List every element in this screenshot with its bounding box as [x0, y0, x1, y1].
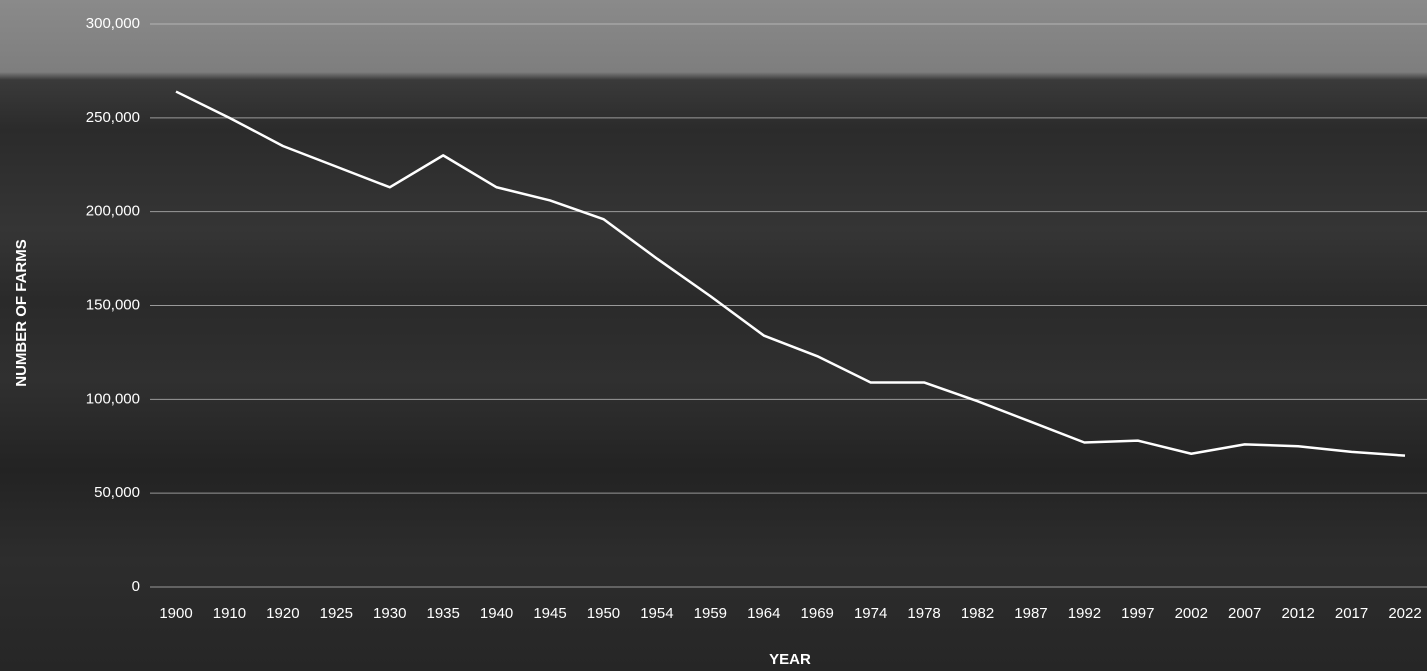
- x-tick-label: 1900: [159, 605, 192, 622]
- y-tick-label: 300,000: [86, 15, 140, 32]
- x-axis-title: YEAR: [769, 651, 811, 668]
- x-tick-label: 1950: [587, 605, 620, 622]
- y-tick-label: 0: [132, 578, 140, 595]
- x-tick-label: 1910: [213, 605, 246, 622]
- x-tick-label: 1940: [480, 605, 513, 622]
- x-tick-label: 2017: [1335, 605, 1368, 622]
- x-tick-label: 2012: [1281, 605, 1314, 622]
- y-tick-label: 100,000: [86, 390, 140, 407]
- y-axis-title: NUMBER OF FARMS: [13, 239, 30, 387]
- y-tick-label: 250,000: [86, 109, 140, 126]
- x-tick-label: 1997: [1121, 605, 1154, 622]
- x-tick-label: 1978: [907, 605, 940, 622]
- x-tick-label: 1974: [854, 605, 887, 622]
- x-tick-label: 1954: [640, 605, 673, 622]
- x-tick-label: 1930: [373, 605, 406, 622]
- x-tick-label: 1969: [801, 605, 834, 622]
- y-tick-label: 150,000: [86, 296, 140, 313]
- x-tick-label: 1935: [426, 605, 459, 622]
- x-tick-label: 2022: [1388, 605, 1421, 622]
- x-tick-label: 1920: [266, 605, 299, 622]
- y-tick-label: 200,000: [86, 203, 140, 220]
- x-tick-label: 1987: [1014, 605, 1047, 622]
- x-tick-label: 1964: [747, 605, 780, 622]
- data-line: [175, 90, 1406, 457]
- x-tick-label: 1992: [1068, 605, 1101, 622]
- x-tick-label: 1982: [961, 605, 994, 622]
- y-tick-label: 50,000: [94, 484, 140, 501]
- x-tick-label: 1945: [533, 605, 566, 622]
- x-tick-label: 1959: [694, 605, 727, 622]
- x-tick-label: 2002: [1175, 605, 1208, 622]
- x-tick-label: 2007: [1228, 605, 1261, 622]
- x-tick-label: 1925: [320, 605, 353, 622]
